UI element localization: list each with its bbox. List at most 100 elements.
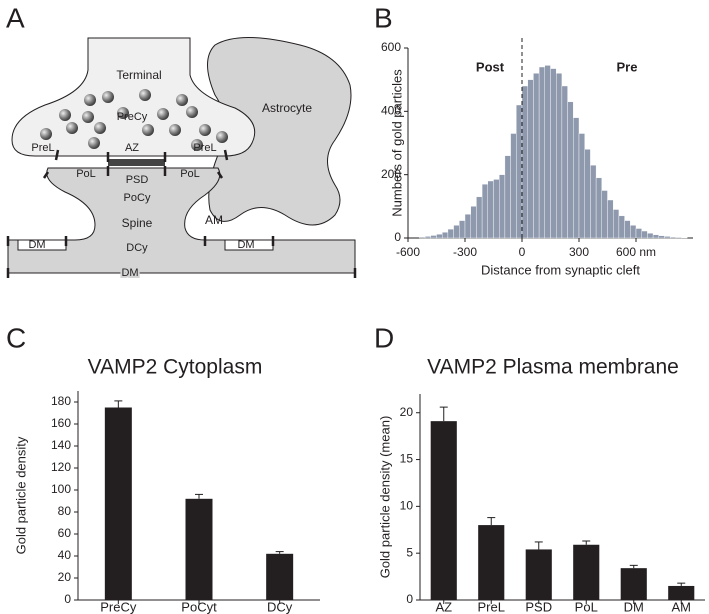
panel-label: B [374, 2, 393, 33]
diagram-label: PSD [126, 174, 149, 186]
histogram-bar [504, 155, 511, 239]
x-tick-label: 0 [519, 245, 526, 259]
y-tick-label: 200 [381, 167, 401, 181]
x-tick-label: PreCy [100, 599, 137, 614]
y-tick-label: 5 [406, 545, 413, 559]
bar [478, 525, 505, 600]
y-tick-label: 20 [400, 405, 414, 419]
x-tick-label: PSD [525, 599, 552, 614]
az-band [108, 159, 165, 166]
histogram-bar [538, 66, 545, 239]
diagram-label: Astrocyte [262, 101, 312, 115]
histogram-bar [652, 234, 659, 239]
histogram-bar [595, 177, 602, 239]
diagram-label: Terminal [116, 68, 161, 82]
panel-label: C [6, 322, 26, 353]
diagram-label: PreCy [117, 111, 148, 123]
chart-title: VAMP2 Plasma membrane [427, 356, 679, 379]
annotation: Pre [617, 59, 638, 74]
chart-title: VAMP2 Cytoplasm [88, 356, 263, 379]
x-tick-label: -300 [453, 245, 477, 259]
bar [620, 568, 647, 600]
histogram-bar [516, 104, 523, 239]
histogram-bar [499, 174, 506, 239]
histogram-bar [556, 73, 563, 239]
histogram-bar [453, 225, 460, 239]
diagram-label: DCy [126, 242, 148, 254]
x-tick-label: DM [624, 599, 644, 614]
histogram-bar [510, 133, 517, 239]
histogram-bar [487, 180, 494, 239]
panel-label: A [6, 2, 25, 33]
histogram-bar [647, 233, 654, 239]
histogram-bar [544, 65, 551, 239]
histogram-bar [664, 236, 671, 239]
x-tick-label: 600 nm [616, 245, 656, 259]
histogram-bar [658, 235, 665, 239]
histogram-bar [670, 236, 677, 239]
histogram-bar [533, 73, 540, 239]
diagram-label: DM [28, 239, 45, 251]
histogram-bar [550, 68, 557, 239]
y-tick-label: 100 [51, 482, 71, 496]
y-tick-label: 180 [51, 394, 71, 408]
vesicles [40, 89, 228, 151]
histogram-bar [567, 101, 574, 239]
y-tick-label: 120 [51, 460, 71, 474]
histogram-bar [630, 225, 637, 239]
histogram-bar [635, 228, 642, 239]
x-tick-label: AM [672, 599, 692, 614]
y-tick-label: 0 [64, 592, 71, 606]
x-tick-label: DCy [267, 599, 293, 614]
x-tick-label: 300 [569, 245, 589, 259]
histogram-bar [613, 209, 620, 239]
diagram-label: DM [121, 267, 138, 279]
y-tick-label: 40 [58, 548, 72, 562]
diagram-label: PoL [180, 168, 200, 180]
histogram-bar [561, 85, 568, 239]
histogram-bar [419, 236, 426, 239]
bar [525, 549, 552, 600]
y-tick-label: 10 [400, 499, 414, 513]
histogram-bar [641, 230, 648, 239]
histogram-bar [470, 206, 477, 239]
y-tick-label: 400 [381, 104, 401, 118]
y-axis-label: Numbers of gold particles [389, 69, 404, 217]
x-tick-label: PoL [575, 599, 598, 614]
bar [573, 544, 600, 600]
histogram-bar [493, 179, 500, 239]
histogram-bar [584, 149, 591, 239]
y-axis-label: Gold particle density [13, 436, 28, 554]
histogram-bar [447, 228, 454, 239]
bar [266, 553, 294, 600]
x-tick-label: AZ [435, 599, 452, 614]
histogram-bar [521, 85, 528, 239]
diagram-label: AM [205, 213, 223, 227]
histogram-bar [573, 117, 580, 239]
histogram-bar [424, 236, 432, 239]
bar [430, 421, 457, 600]
x-axis-label: Distance from synaptic cleft [481, 262, 640, 277]
bar [185, 498, 213, 600]
y-tick-label: 60 [58, 526, 72, 540]
diagram-label: PoCy [124, 192, 151, 204]
histogram-bar [436, 233, 443, 239]
panel-label: D [374, 322, 394, 353]
histogram-bar [601, 190, 608, 239]
histogram-bar [476, 196, 483, 239]
x-tick-label: PoCyt [181, 599, 217, 614]
y-tick-label: 0 [406, 592, 413, 606]
x-tick-label: PreL [478, 599, 505, 614]
diagram-label: AZ [125, 142, 139, 154]
diagram-label: DM [237, 239, 254, 251]
x-tick-label: -600 [396, 245, 420, 259]
histogram-bar [430, 235, 437, 239]
y-tick-label: 20 [58, 570, 72, 584]
y-tick-label: 0 [394, 230, 401, 244]
histogram-bar [464, 214, 471, 239]
histogram-bar [459, 220, 466, 239]
histogram-bar [618, 215, 625, 239]
diagram-label: PoL [76, 168, 96, 180]
y-tick-label: 15 [400, 452, 414, 466]
